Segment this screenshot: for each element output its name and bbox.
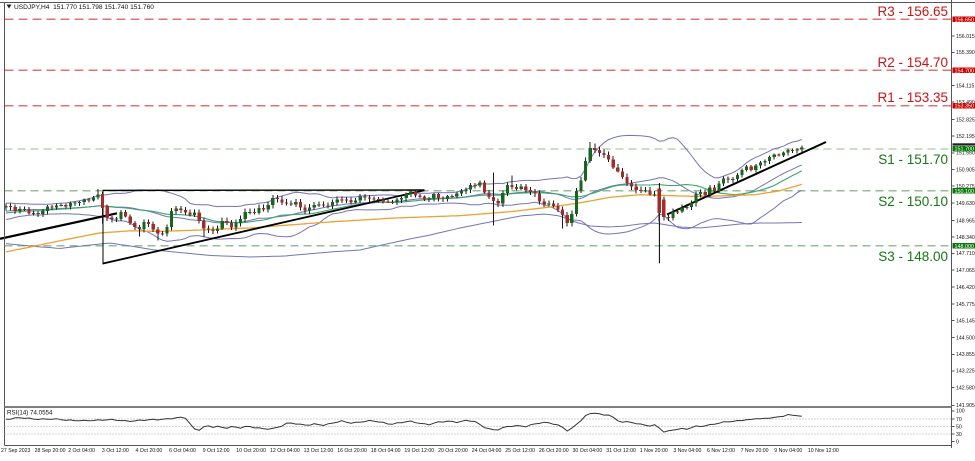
svg-text:155.390: 155.390 <box>956 50 975 56</box>
svg-text:145.145: 145.145 <box>956 318 975 324</box>
svg-text:142.580: 142.580 <box>956 386 975 392</box>
svg-text:147.065: 147.065 <box>956 268 975 274</box>
svg-text:10 Oct 20:00: 10 Oct 20:00 <box>236 448 266 454</box>
svg-text:147.710: 147.710 <box>956 251 975 257</box>
svg-text:30: 30 <box>956 432 962 438</box>
svg-text:148.340: 148.340 <box>956 235 975 241</box>
svg-text:S2 - 150.10: S2 - 150.10 <box>878 194 948 209</box>
svg-text:150.100: 150.100 <box>955 189 975 195</box>
svg-text:152.195: 152.195 <box>956 134 975 140</box>
svg-text:20 Oct 20:00: 20 Oct 20:00 <box>438 448 468 454</box>
svg-text:3 Nov 04:00: 3 Nov 04:00 <box>673 448 701 454</box>
svg-text:USDJPY,H4 151.770 151.798 151: USDJPY,H4 151.770 151.798 151.740 151.76… <box>14 4 154 11</box>
svg-text:25 Oct 12:00: 25 Oct 12:00 <box>505 448 535 454</box>
svg-text:16 Oct 20:00: 16 Oct 20:00 <box>337 448 367 454</box>
svg-text:148.000: 148.000 <box>955 244 975 250</box>
svg-text:145.775: 145.775 <box>956 302 975 308</box>
svg-text:10 Nov 12:00: 10 Nov 12:00 <box>808 448 839 454</box>
svg-text:152.825: 152.825 <box>956 117 975 123</box>
svg-text:12 Oct 04:00: 12 Oct 04:00 <box>270 448 300 454</box>
svg-text:146.420: 146.420 <box>956 285 975 291</box>
svg-text:18 Oct 04:00: 18 Oct 04:00 <box>371 448 401 454</box>
svg-text:27 Sep 2023: 27 Sep 2023 <box>1 448 31 454</box>
svg-text:4 Oct 20:00: 4 Oct 20:00 <box>136 448 163 454</box>
svg-text:148.965: 148.965 <box>956 218 975 224</box>
svg-text:24 Oct 04:00: 24 Oct 04:00 <box>472 448 502 454</box>
svg-text:S3 - 148.00: S3 - 148.00 <box>878 249 948 264</box>
svg-text:144.500: 144.500 <box>956 335 975 341</box>
svg-text:150.905: 150.905 <box>956 168 975 174</box>
svg-text:2 Oct 04:00: 2 Oct 04:00 <box>68 448 95 454</box>
svg-text:9 Nov 04:00: 9 Nov 04:00 <box>774 448 802 454</box>
svg-text:S1 - 151.70: S1 - 151.70 <box>878 152 948 167</box>
svg-text:26 Oct 20:00: 26 Oct 20:00 <box>539 448 569 454</box>
svg-text:151.700: 151.700 <box>955 147 975 153</box>
svg-text:19 Oct 12:00: 19 Oct 12:00 <box>404 448 434 454</box>
svg-text:70: 70 <box>956 417 962 423</box>
svg-text:31 Oct 12:00: 31 Oct 12:00 <box>606 448 636 454</box>
svg-text:7 Nov 20:00: 7 Nov 20:00 <box>741 448 769 454</box>
svg-text:6 Nov 12:00: 6 Nov 12:00 <box>707 448 735 454</box>
svg-text:3 Oct 12:00: 3 Oct 12:00 <box>102 448 129 454</box>
svg-text:154.115: 154.115 <box>956 84 974 90</box>
svg-text:9 Oct 12:00: 9 Oct 12:00 <box>203 448 230 454</box>
svg-text:RSI(14) 74.0554: RSI(14) 74.0554 <box>7 410 53 417</box>
svg-text:153.350: 153.350 <box>955 104 975 110</box>
svg-text:0: 0 <box>956 439 959 445</box>
svg-text:50: 50 <box>956 424 962 430</box>
svg-text:100: 100 <box>956 409 965 415</box>
svg-text:156.015: 156.015 <box>956 34 975 40</box>
svg-text:143.855: 143.855 <box>956 352 975 358</box>
svg-text:30 Oct 04:00: 30 Oct 04:00 <box>573 448 603 454</box>
svg-text:149.630: 149.630 <box>956 201 975 207</box>
svg-text:156.650: 156.650 <box>955 17 975 23</box>
svg-text:R1 - 153.35: R1 - 153.35 <box>877 90 948 105</box>
svg-text:1 Nov 20:00: 1 Nov 20:00 <box>640 448 668 454</box>
svg-text:154.700: 154.700 <box>955 68 975 74</box>
svg-text:R3 - 156.65: R3 - 156.65 <box>877 4 948 19</box>
svg-text:143.225: 143.225 <box>956 369 975 375</box>
svg-text:6 Oct 04:00: 6 Oct 04:00 <box>169 448 196 454</box>
svg-text:28 Sep 20:00: 28 Sep 20:00 <box>35 448 66 454</box>
svg-text:R2 - 154.70: R2 - 154.70 <box>877 55 948 70</box>
svg-text:13 Oct 12:00: 13 Oct 12:00 <box>304 448 334 454</box>
